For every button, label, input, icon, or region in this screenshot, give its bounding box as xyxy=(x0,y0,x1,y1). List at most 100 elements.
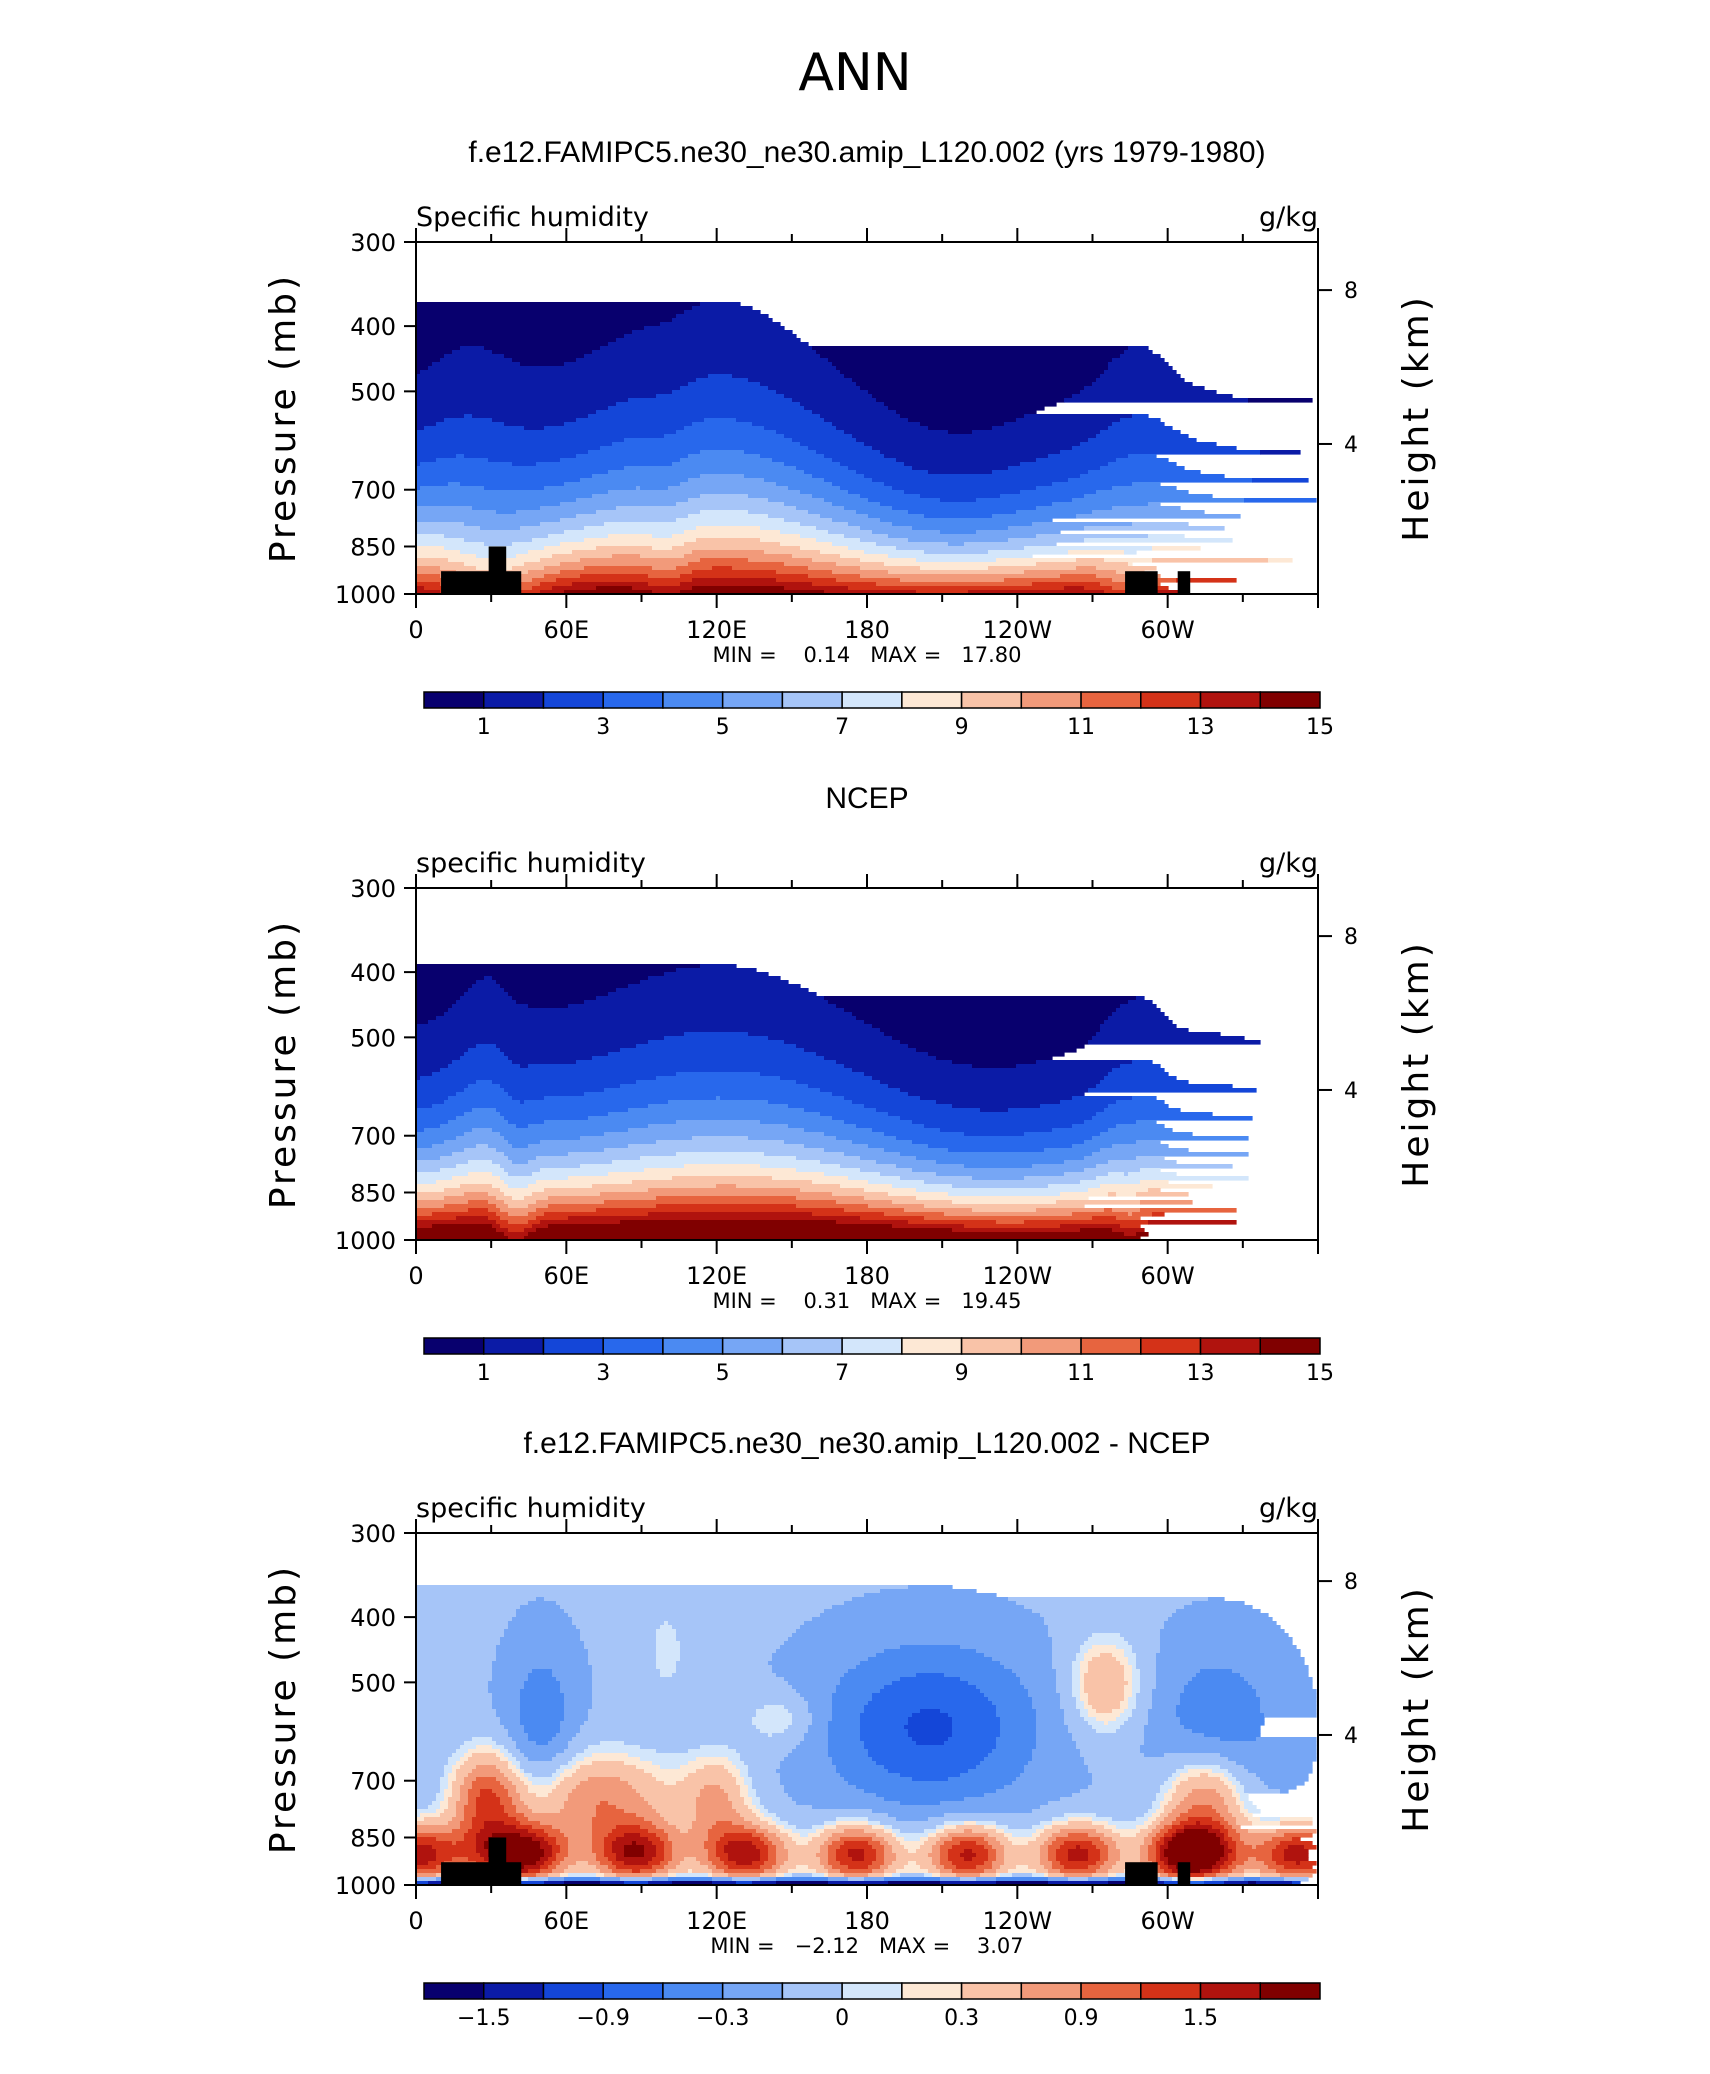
field-cell xyxy=(1160,1877,1173,1882)
field-cell xyxy=(484,976,493,981)
field-cell xyxy=(596,1208,845,1213)
field-cell xyxy=(708,1829,757,1834)
field-cell xyxy=(608,1857,617,1862)
field-cell xyxy=(1152,1212,1165,1217)
field-cell xyxy=(416,1236,501,1241)
field-cell xyxy=(640,1757,697,1762)
field-cell xyxy=(652,1865,665,1870)
field-cell xyxy=(1224,1801,1237,1806)
field-cell xyxy=(780,1777,845,1782)
field-cell xyxy=(512,542,561,547)
field-cell xyxy=(528,1144,629,1149)
field-cell xyxy=(804,1144,869,1149)
field-cell xyxy=(868,1180,925,1185)
field-cell xyxy=(588,450,701,455)
field-cell xyxy=(416,350,453,355)
field-cell xyxy=(492,1665,593,1670)
field-cell xyxy=(584,566,653,571)
field-cell xyxy=(1104,1020,1173,1025)
field-cell xyxy=(548,1793,569,1798)
field-cell xyxy=(1120,354,1161,359)
field-cell xyxy=(432,1104,649,1109)
field-cell xyxy=(796,1689,837,1694)
colorbar-swatch xyxy=(662,1337,724,1355)
field-cell xyxy=(832,1697,873,1702)
field-cell xyxy=(784,1140,853,1145)
field-cell xyxy=(744,1781,753,1786)
field-cell xyxy=(960,1841,977,1846)
field-cell xyxy=(1116,1717,1129,1722)
field-cell xyxy=(844,1673,917,1678)
field-cell xyxy=(796,1629,1049,1634)
field-cell xyxy=(508,1789,517,1794)
field-cell xyxy=(544,1861,553,1866)
field-cell xyxy=(1276,1829,1317,1834)
field-cell xyxy=(508,1172,533,1177)
field-cell xyxy=(1224,1849,1233,1854)
field-cell xyxy=(416,522,465,527)
field-cell xyxy=(432,1072,677,1077)
field-cell xyxy=(960,1877,977,1882)
field-cell xyxy=(1248,398,1313,403)
field-cell xyxy=(452,1789,461,1794)
field-cell xyxy=(416,1825,461,1830)
field-cell xyxy=(460,1184,493,1189)
field-cell xyxy=(452,1765,461,1770)
field-cell xyxy=(1220,1765,1245,1770)
field-cell xyxy=(796,1168,861,1173)
field-cell xyxy=(564,1749,585,1754)
field-cell xyxy=(1140,1200,1193,1205)
field-cell xyxy=(560,1721,585,1726)
field-cell xyxy=(416,1749,457,1754)
field-cell xyxy=(512,1753,525,1758)
field-cell xyxy=(1060,1192,1109,1197)
field-cell xyxy=(764,1869,777,1874)
field-cell xyxy=(444,1769,453,1774)
field-cell xyxy=(456,1761,465,1766)
field-cell xyxy=(1232,1813,1245,1818)
field-cell xyxy=(776,1769,837,1774)
field-cell xyxy=(544,566,585,571)
field-cell xyxy=(1108,1128,1173,1133)
field-cell xyxy=(444,1797,449,1802)
colorbar-swatch xyxy=(960,691,1023,709)
field-cell xyxy=(1264,1713,1317,1718)
field-cell xyxy=(924,1873,933,1878)
field-cell xyxy=(612,1841,633,1846)
field-cell xyxy=(564,1609,825,1614)
field-cell xyxy=(496,980,641,985)
field-cell xyxy=(1076,558,1105,563)
field-cell xyxy=(1240,1673,1309,1678)
field-cell xyxy=(1124,1172,1129,1177)
field-cell xyxy=(468,1773,505,1778)
field-cell xyxy=(416,1725,505,1730)
field-cell xyxy=(428,1805,441,1810)
field-cell xyxy=(1052,1825,1105,1830)
field-cell xyxy=(1088,438,1197,443)
field-cell xyxy=(524,1100,669,1105)
field-cell xyxy=(1052,1817,1069,1822)
field-cell xyxy=(416,526,481,531)
field-cell xyxy=(560,1605,833,1610)
field-cell xyxy=(1172,1825,1185,1830)
field-cell xyxy=(416,1633,505,1638)
field-cell xyxy=(792,1829,817,1834)
field-cell xyxy=(1120,1833,1137,1838)
field-cell xyxy=(756,1845,769,1850)
field-cell xyxy=(1280,1817,1313,1822)
field-cell xyxy=(700,450,745,455)
field-cell xyxy=(984,1837,997,1842)
field-cell xyxy=(1240,1797,1249,1802)
field-cell xyxy=(800,1188,865,1193)
colorbar-swatch xyxy=(482,1982,545,2000)
field-cell xyxy=(756,1725,789,1730)
field-cell xyxy=(480,526,521,531)
field-cell xyxy=(1068,1833,1089,1838)
field-cell xyxy=(760,1865,773,1870)
colorbar-label: 15 xyxy=(1306,1361,1334,1386)
field-cell xyxy=(448,1777,457,1782)
field-cell xyxy=(552,1673,593,1678)
field-cell xyxy=(416,996,461,1001)
field-cell xyxy=(416,462,421,467)
field-cell xyxy=(840,486,893,491)
